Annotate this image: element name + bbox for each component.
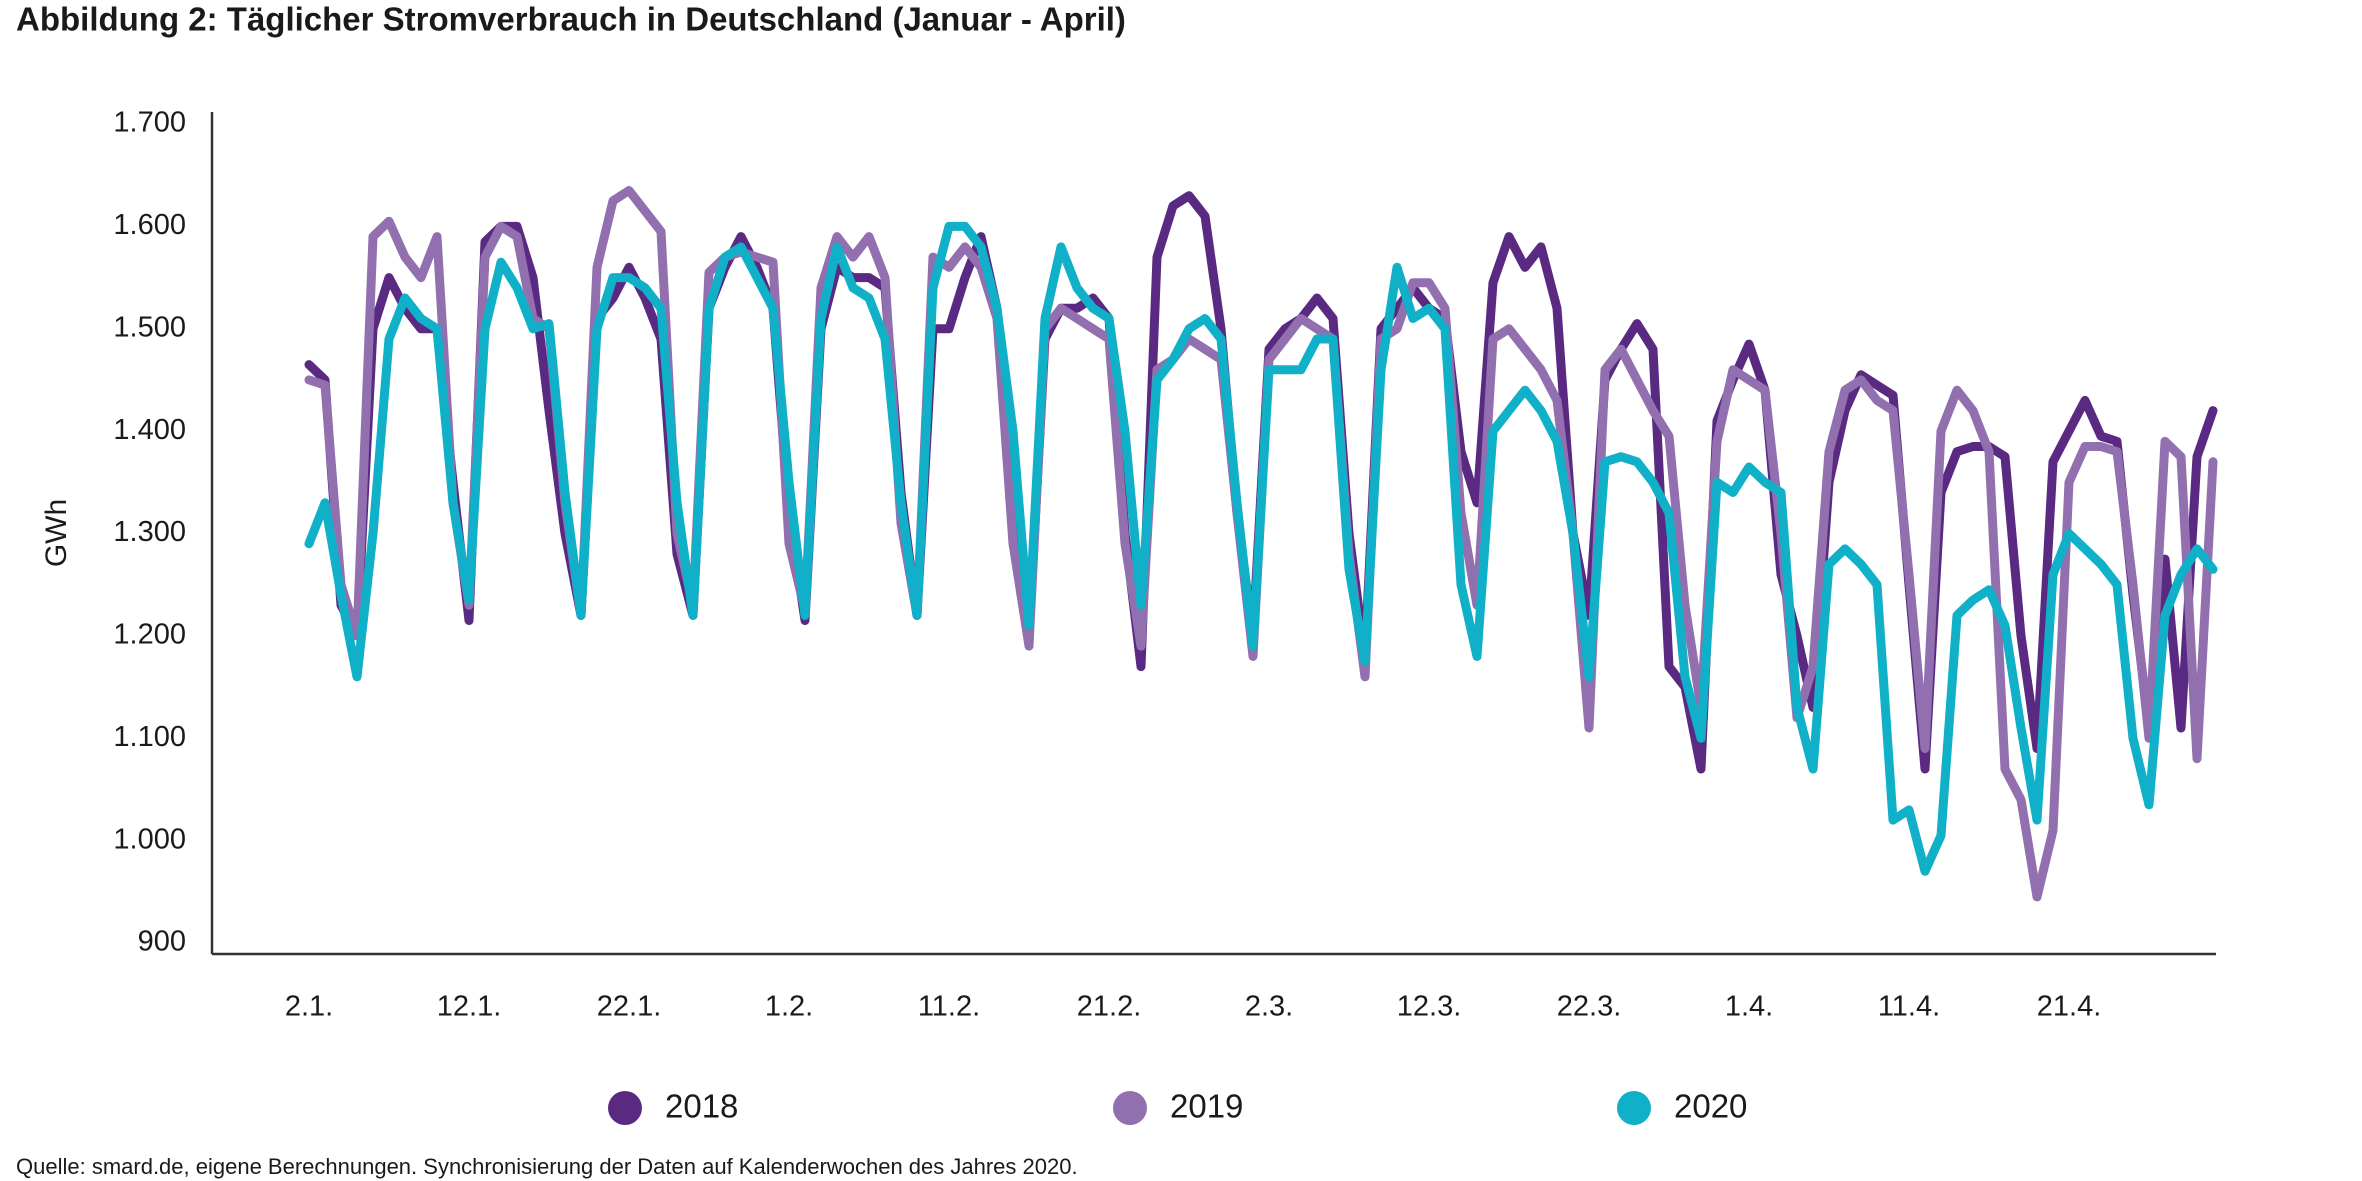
y-tick-label: 1.600 (113, 209, 186, 241)
chart-title: Abbildung 2: Täglicher Stromverbrauch in… (16, 1, 1126, 38)
y-tick-label: 1.500 (113, 311, 186, 343)
y-axis-label: GWh (40, 499, 73, 567)
y-tick-label: 900 (138, 926, 186, 958)
y-tick-label: 1.200 (113, 619, 186, 651)
x-tick-label: 12.3. (1397, 991, 1462, 1023)
x-tick-label: 22.1. (597, 991, 662, 1023)
legend-label: 2020 (1674, 1088, 1747, 1125)
x-tick-label: 21.4. (2037, 991, 2102, 1023)
x-tick-label: 2.1. (285, 991, 333, 1023)
x-tick-label: 2.3. (1245, 991, 1293, 1023)
x-tick-label: 1.4. (1725, 991, 1773, 1023)
legend-marker (608, 1091, 642, 1125)
x-tick-label: 11.4. (1878, 991, 1940, 1023)
y-tick-label: 1.000 (113, 823, 186, 855)
x-tick-label: 1.2. (765, 991, 813, 1023)
y-tick-label: 1.400 (113, 414, 186, 446)
x-tick-label: 21.2. (1077, 991, 1142, 1023)
legend-label: 2019 (1170, 1088, 1243, 1125)
series-line (304, 221, 2218, 876)
x-tick-label: 12.1. (437, 991, 502, 1023)
x-tick-label: 11.2. (918, 991, 980, 1023)
source-note: Quelle: smard.de, eigene Berechnungen. S… (16, 1154, 1078, 1179)
x-tick-label: 22.3. (1557, 991, 1622, 1023)
y-tick-label: 1.700 (113, 107, 186, 139)
legend-label: 2018 (665, 1088, 738, 1125)
legend-marker (1617, 1091, 1651, 1125)
y-tick-label: 1.100 (113, 721, 186, 753)
legend-marker (1113, 1091, 1147, 1125)
y-tick-label: 1.300 (113, 516, 186, 548)
